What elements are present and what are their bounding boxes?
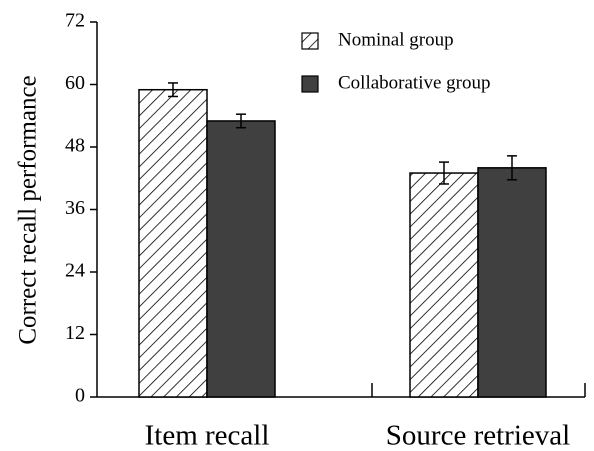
legend-label: Collaborative group (338, 72, 491, 93)
y-tick-label: 12 (65, 322, 85, 344)
error-bar (507, 155, 517, 181)
bar (138, 88, 208, 398)
x-tick-label: Item recall (145, 420, 270, 451)
error-bar (168, 82, 178, 98)
bar (409, 172, 479, 398)
bar (206, 120, 276, 398)
error-bar (439, 161, 449, 185)
legend-label: Nominal group (338, 29, 454, 50)
x-tick-label: Source retrieval (386, 420, 570, 451)
bar (477, 167, 547, 398)
y-tick-label: 48 (65, 135, 85, 157)
y-tick-label: 0 (75, 385, 85, 407)
y-axis-label: Correct recall performance (15, 75, 42, 344)
error-bar (236, 113, 246, 129)
y-tick-label: 36 (65, 197, 85, 219)
legend-swatch (301, 75, 319, 93)
legend-swatch (301, 32, 319, 50)
y-tick-label: 72 (65, 10, 85, 32)
y-tick-label: 24 (65, 260, 85, 282)
y-tick-label: 60 (65, 72, 85, 94)
